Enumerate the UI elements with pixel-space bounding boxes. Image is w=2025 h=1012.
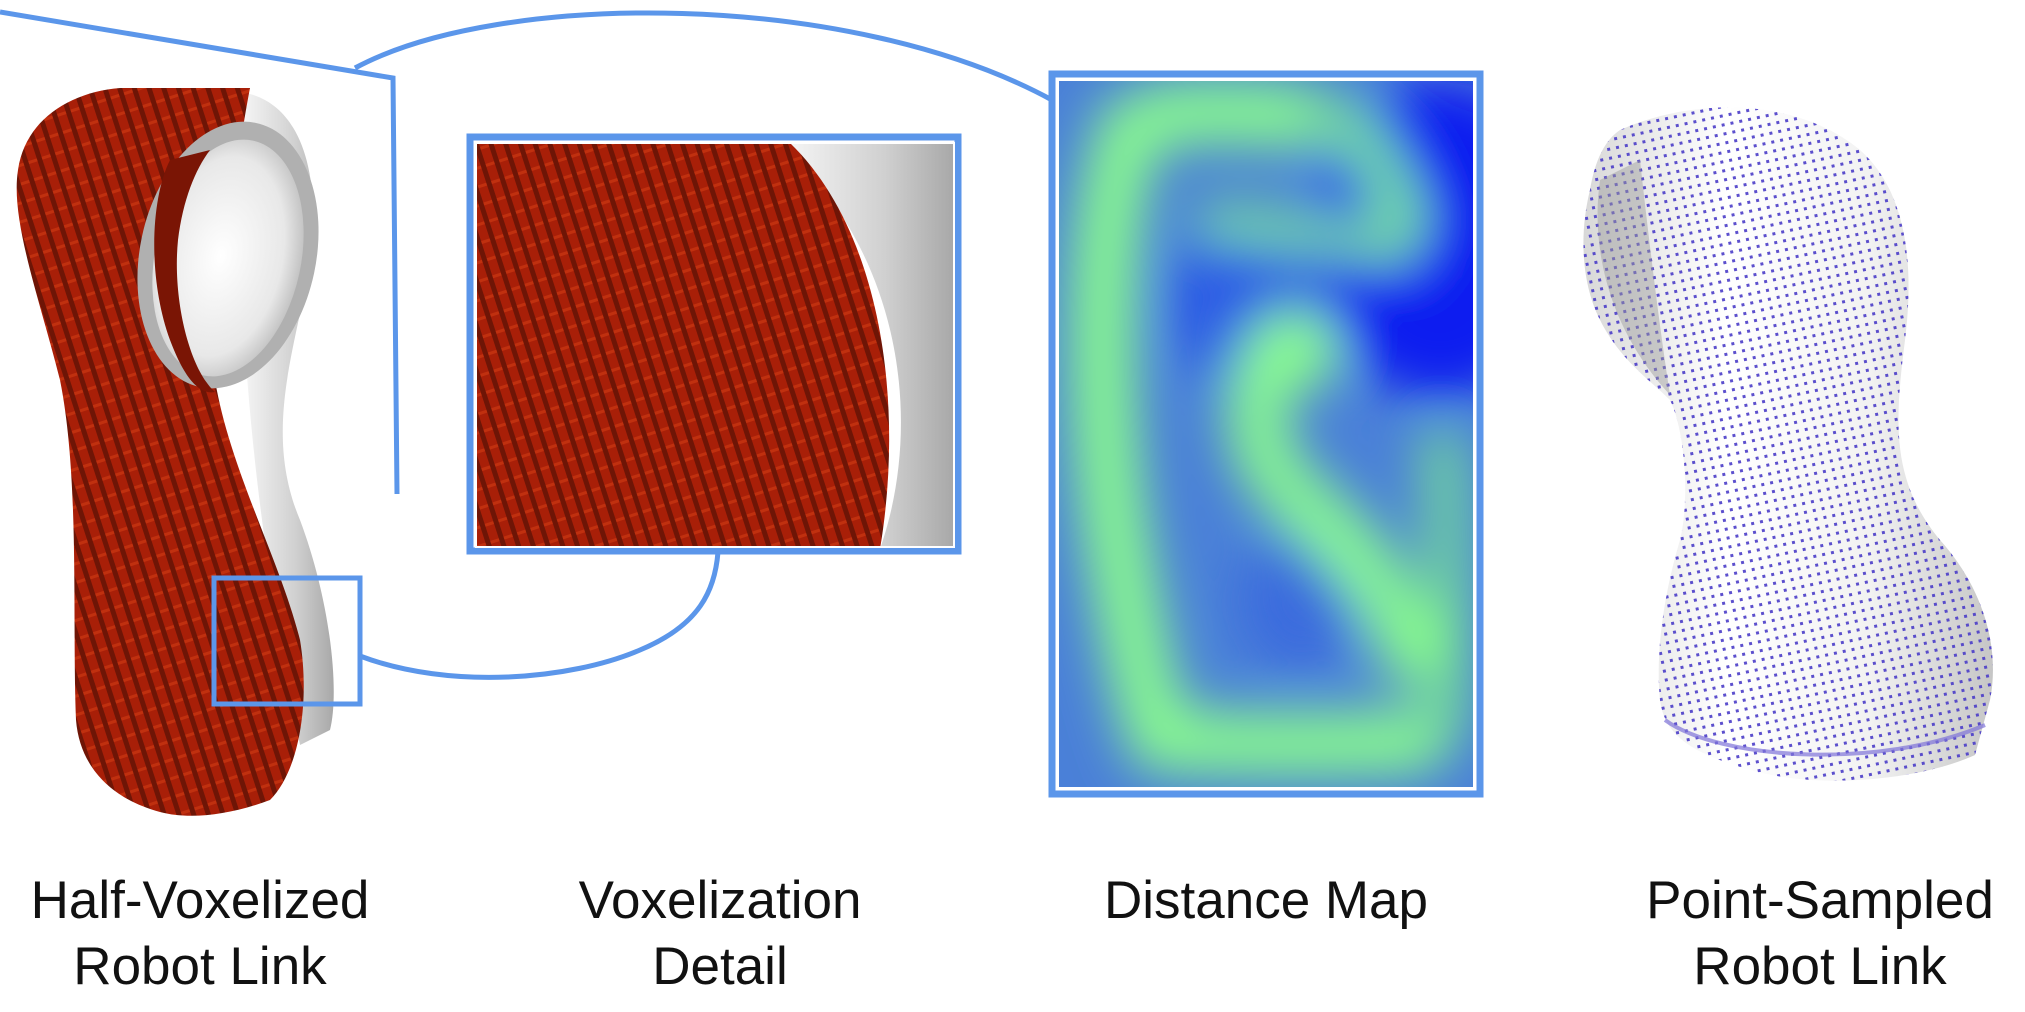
point-link-samples [1583,107,1993,781]
detail-frame [466,133,962,555]
callout-line-top-left [0,9,400,495]
caption-distance-map: Distance Map [1066,868,1466,934]
distance-map-illustration [1048,70,1484,798]
detail-frame-inner [475,142,955,548]
caption-half-voxelized-line1: Half-Voxelized [30,871,370,930]
voxelization-detail-illustration [466,133,962,555]
half-voxelized-link-illustration [16,88,363,816]
caption-voxelization-detail-line1: Voxelization [578,871,862,930]
caption-point-sampled-line2: Robot Link [1693,937,1947,996]
link-opening [152,139,304,377]
callout-lines [0,9,1054,680]
caption-distance-map-line1: Distance Map [1103,871,1429,930]
point-sampled-link-illustration [1583,107,1993,781]
link-opening-red-edge [154,150,215,393]
zoom-source-box [211,575,363,707]
caption-voxelization-detail: Voxelization Detail [520,868,920,1000]
distance-map-frame-inner [1057,79,1475,789]
point-link-base-ring [1663,718,1986,757]
callout-arc-bottom [359,551,721,680]
caption-half-voxelized-line2: Robot Link [73,937,327,996]
caption-point-sampled-line1: Point-Sampled [1646,871,1994,930]
link-voxel-body [16,88,304,816]
caption-voxelization-detail-line2: Detail [652,937,788,996]
distance-map-frame [1048,70,1484,798]
caption-point-sampled: Point-Sampled Robot Link [1620,868,2020,1000]
point-link-opening-shadow [1597,160,1670,395]
callout-arc-top [353,10,1054,103]
detail-gray-shell [780,143,954,549]
caption-half-voxelized: Half-Voxelized Robot Link [0,868,400,1000]
detail-voxel-region [476,143,890,549]
